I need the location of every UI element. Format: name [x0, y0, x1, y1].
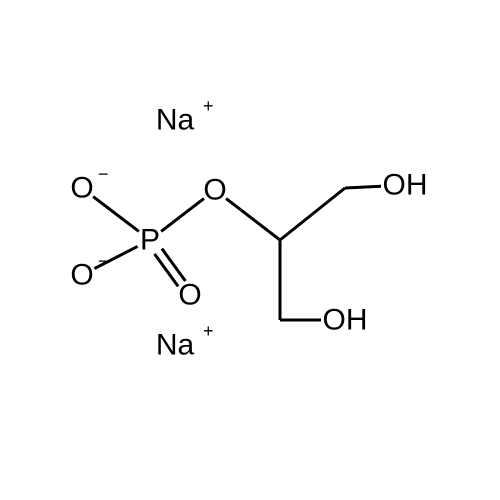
atom-Oester: O [203, 174, 226, 207]
atom-label: O [178, 279, 201, 312]
bond-single [161, 199, 204, 232]
bond-single [226, 199, 280, 240]
bond-double [155, 254, 179, 286]
atom-Na1: Na + [156, 96, 214, 137]
atom-P: P [140, 224, 160, 257]
bond-double [162, 249, 186, 281]
atom-label: O [203, 174, 226, 207]
atom-OH2: OH [323, 304, 368, 337]
atom-charge: + [203, 321, 214, 341]
atom-charge: + [203, 96, 214, 116]
atom-label: P [140, 224, 160, 257]
atom-label: Na [156, 104, 195, 137]
atom-charge: − [98, 164, 109, 184]
atom-label: Na [156, 329, 195, 362]
atom-label: O [70, 172, 93, 205]
atom-OH1: OH [383, 169, 428, 202]
atom-Ominus1: O− [70, 164, 108, 205]
atom-label: OH [383, 169, 428, 202]
bond-single [280, 188, 345, 240]
atom-Odbl: O [178, 279, 201, 312]
atom-label: O [70, 259, 93, 292]
atom-Ominus2: O− [70, 251, 108, 292]
bond-single [345, 186, 381, 188]
atom-Na2: Na + [156, 321, 214, 362]
bond-single [93, 197, 139, 232]
atom-label: OH [323, 304, 368, 337]
atom-charge: − [98, 251, 109, 271]
